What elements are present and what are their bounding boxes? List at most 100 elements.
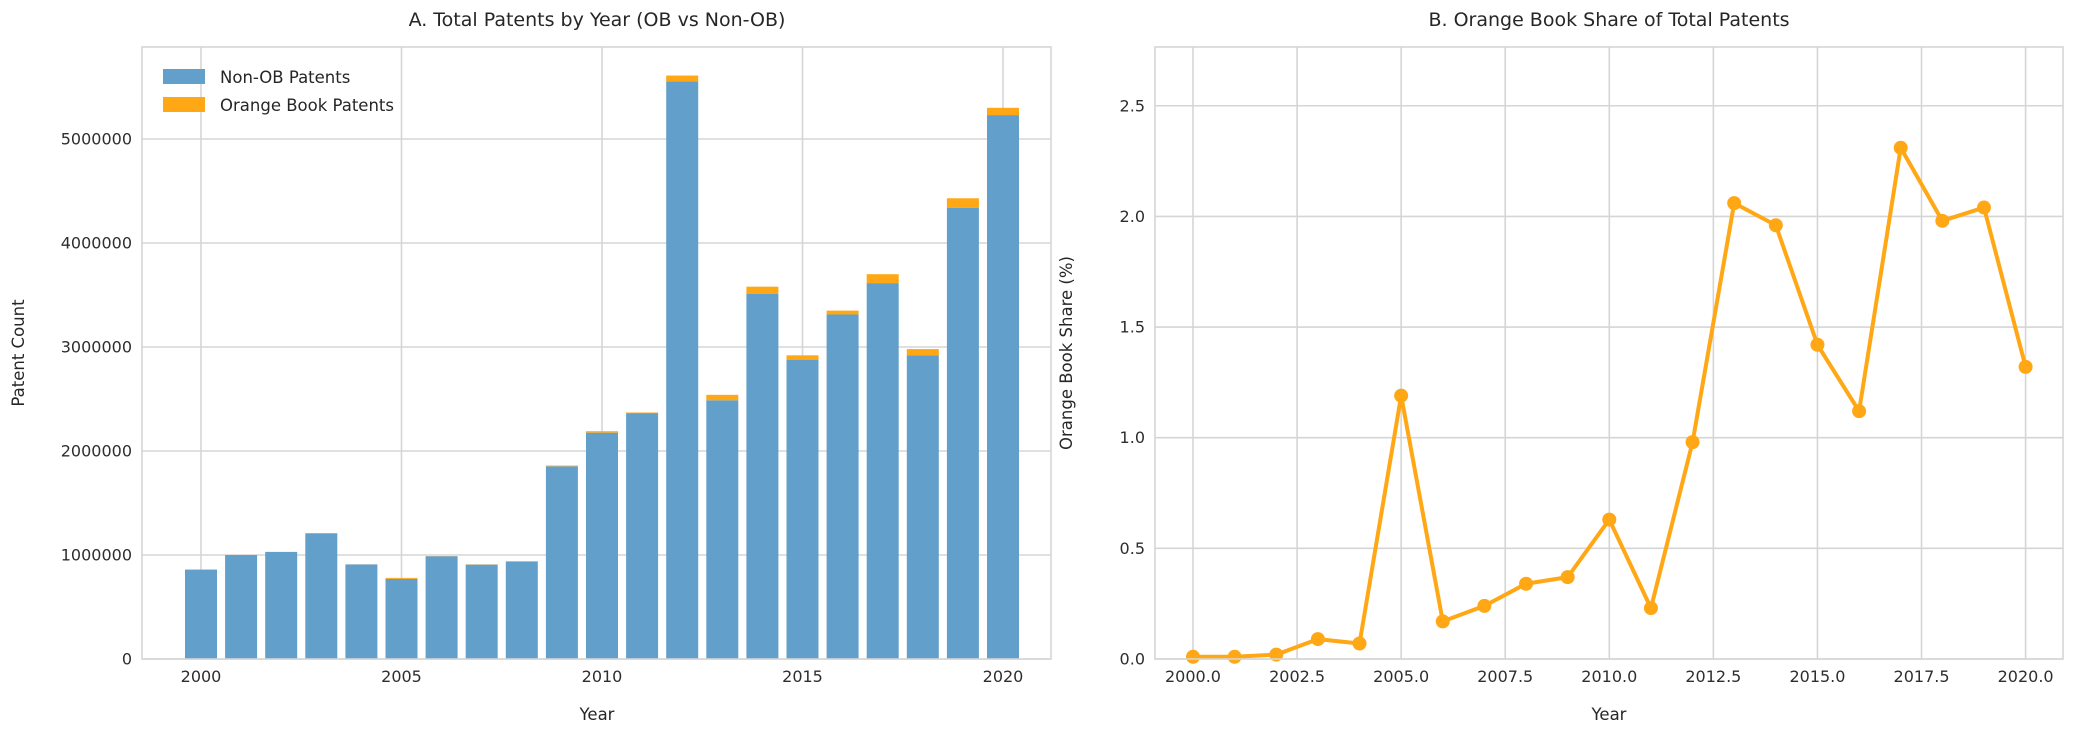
ob-share-point-2003: [1310, 632, 1325, 647]
panel-b-y-tick: 1.0: [1120, 428, 1145, 447]
bar-non-ob-2002: [265, 551, 298, 659]
panel-b-y-tick: 1.5: [1120, 318, 1145, 337]
panel-b-frame: [1154, 46, 2064, 660]
ob-share-point-2006: [1435, 614, 1450, 629]
ob-share-point-2014: [1768, 218, 1783, 233]
panel-b-x-tick: 2017.5: [1894, 667, 1950, 686]
ob-share-point-2018: [1935, 213, 1950, 228]
bar-non-ob-2009: [545, 466, 578, 659]
bar-non-ob-2008: [505, 561, 538, 659]
panel-a-xlabel: Year: [579, 705, 615, 724]
bar-ob-2018: [906, 349, 939, 356]
ob-share-point-2010: [1602, 512, 1617, 527]
bar-ob-2005: [385, 577, 418, 579]
panel-a-x-tick: 2015: [782, 667, 823, 686]
bar-ob-2019: [946, 198, 979, 208]
ob-share-point-2020: [2018, 359, 2033, 374]
ob-share-point-2015: [1810, 337, 1825, 352]
panel-b-y-tick-labels: 0.0 0.5 1.0 1.5 2.0 2.5: [1120, 96, 1145, 668]
bar-non-ob-2005: [385, 578, 418, 659]
panel-a-y-tick: 1000000: [61, 546, 132, 565]
panel-b-x-tick: 2010.0: [1581, 667, 1637, 686]
ob-share-point-2017: [1893, 140, 1908, 155]
panel-b-y-tick: 2.5: [1120, 96, 1145, 115]
panel-b-ylabel: Orange Book Share (%): [1057, 256, 1076, 450]
panel-a-x-tick: 2020: [983, 667, 1024, 686]
legend-label-non-ob: Non-OB Patents: [220, 68, 350, 87]
legend-swatch-orange-book: [163, 97, 205, 112]
ob-share-point-2008: [1519, 576, 1534, 591]
bar-non-ob-2004: [345, 564, 378, 659]
bar-ob-2016: [826, 310, 859, 315]
ob-share-point-2012: [1685, 435, 1700, 450]
bar-ob-2010: [586, 431, 618, 433]
bar-ob-2013: [706, 394, 739, 401]
panel-b-x-tick: 2002.5: [1269, 667, 1325, 686]
panel-b-x-tick: 2005.0: [1373, 667, 1429, 686]
ob-share-point-2016: [1852, 404, 1867, 419]
panel-a-y-tick: 3000000: [61, 338, 132, 357]
bar-non-ob-2003: [305, 533, 338, 659]
panel-a-y-tick: 2000000: [61, 442, 132, 461]
legend: Non-OB Patents Orange Book Patents: [163, 68, 394, 115]
bar-non-ob-2007: [465, 564, 498, 659]
panel-b-y-tick: 0.0: [1120, 650, 1145, 669]
panel-b-xlabel: Year: [1591, 705, 1627, 724]
panel-a-y-tick: 0: [122, 650, 132, 669]
bar-non-ob-2014: [746, 293, 779, 659]
panel-a-y-tick-labels: 0 1000000 2000000 3000000 4000000 5000000: [61, 130, 132, 669]
panel-a-x-tick: 2005: [381, 667, 422, 686]
bar-non-ob-2017: [866, 283, 899, 659]
ob-share-point-2005: [1394, 388, 1409, 403]
panel-b-x-tick: 2015.0: [1789, 667, 1845, 686]
bar-non-ob-2015: [786, 359, 819, 659]
panel-b-x-tick: 2000.0: [1165, 667, 1221, 686]
panel-b-x-tick-labels: 2000.0 2002.5 2005.0 2007.5 2010.0 2012.5 2015…: [1165, 667, 2054, 686]
panel-a-x-tick: 2010: [582, 667, 623, 686]
panel-b-y-tick: 2.0: [1120, 207, 1145, 226]
ob-share-point-2001: [1227, 649, 1242, 664]
ob-share-point-2019: [1976, 200, 1991, 215]
bar-ob-2012: [666, 75, 699, 82]
ob-share-point-2007: [1477, 598, 1492, 613]
panel-a: 2000 2005 2010 2015 2020 0 1000000 2000000 3000…: [9, 9, 1052, 724]
ob-share-point-2011: [1643, 601, 1658, 616]
bar-ob-2011: [626, 412, 659, 414]
ob-share-point-2004: [1352, 636, 1367, 651]
legend-swatch-non-ob: [163, 69, 205, 84]
bar-ob-2009: [545, 465, 578, 467]
ob-share-point-2002: [1269, 647, 1284, 662]
panel-a-x-tick: 2000: [181, 667, 222, 686]
panel-b-x-tick: 2012.5: [1685, 667, 1741, 686]
legend-label-orange-book: Orange Book Patents: [220, 96, 394, 115]
bar-ob-2017: [866, 274, 899, 284]
panel-a-y-tick: 5000000: [61, 130, 132, 149]
bar-non-ob-2001: [225, 555, 258, 659]
panel-b-y-tick: 0.5: [1120, 539, 1145, 558]
bar-non-ob-2000: [185, 569, 217, 659]
bar-non-ob-2011: [626, 413, 659, 659]
panel-b: 2000.0 2002.5 2005.0 2007.5 2010.0 2012.5 2015…: [1057, 9, 2064, 724]
panel-a-x-tick-labels: 2000 2005 2010 2015 2020: [181, 667, 1024, 686]
bar-non-ob-2006: [425, 556, 458, 659]
panel-b-gridlines: [1155, 47, 2063, 660]
panel-b-x-tick: 2020.0: [1998, 667, 2054, 686]
panel-a-title: A. Total Patents by Year (OB vs Non-OB): [409, 9, 786, 31]
bar-ob-2015: [786, 355, 819, 360]
bar-non-ob-2012: [666, 81, 699, 659]
bar-non-ob-2020: [987, 115, 1019, 659]
panel-b-title: B. Orange Book Share of Total Patents: [1428, 9, 1789, 31]
panel-b-x-tick: 2007.5: [1477, 667, 1533, 686]
ob-share-point-2013: [1727, 196, 1742, 211]
ob-share-point-2000: [1186, 649, 1200, 664]
bar-non-ob-2013: [706, 400, 739, 659]
bar-ob-2014: [746, 286, 779, 294]
ob-share-point-2009: [1560, 570, 1575, 585]
panel-a-frame: [141, 46, 1052, 660]
panel-a-y-tick: 4000000: [61, 234, 132, 253]
bar-non-ob-2010: [586, 432, 618, 659]
bar-non-ob-2019: [946, 207, 979, 660]
bar-non-ob-2016: [826, 314, 859, 659]
